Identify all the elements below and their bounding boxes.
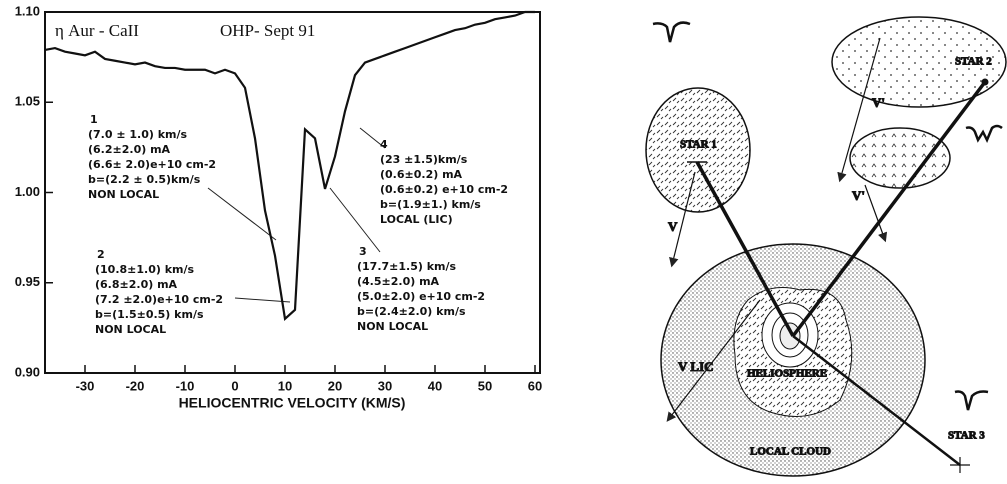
- chart-subtitle: OHP- Sept 91: [220, 21, 315, 40]
- annotation-line: (6.8±2.0) mA: [95, 278, 178, 291]
- region-label: LOCAL CLOUD: [750, 446, 831, 458]
- y-tick-label: 0.95: [15, 274, 40, 289]
- y-tick-label: 0.90: [15, 364, 40, 379]
- leader-lines: [207, 127, 386, 303]
- annotation-line: NON LOCAL: [357, 320, 428, 333]
- x-tick-label: 50: [478, 378, 492, 393]
- chart-title: η Aur - CaII: [55, 21, 139, 40]
- region-label: HELIOSPHERE: [747, 368, 827, 380]
- annotation-line: (6.6± 2.0)e+10 cm-2: [88, 158, 216, 171]
- annotation-line: (0.6±0.2) mA: [380, 168, 463, 181]
- annotation-line: b=(2.4±2.0) km/s: [357, 305, 466, 318]
- annotation-line: (17.7±1.5) km/s: [357, 260, 457, 273]
- spectrum-plot: η Aur - CaII OHP- Sept 91 HELIOCENTRIC V…: [15, 3, 543, 410]
- x-tick-label: 10: [278, 378, 292, 393]
- annotation-line: b=(1.9±1.) km/s: [380, 198, 481, 211]
- y-tick-label: 1.00: [15, 184, 40, 199]
- annotation-line: b=(2.2 ± 0.5)km/s: [88, 173, 201, 186]
- star-label: STAR 1: [680, 139, 717, 151]
- annotation-line: (0.6±0.2) e+10 cm-2: [380, 183, 508, 196]
- annotation-line: b=(1.5±0.5) km/s: [95, 308, 204, 321]
- spectrum-line: [44, 10, 535, 322]
- x-tick-label: 40: [428, 378, 442, 393]
- annotation-number: 2: [97, 248, 105, 261]
- star-label: STAR 2: [955, 56, 992, 68]
- diagram: STAR 1 STAR 2 STAR 3 V V' V' V LIC HELIO…: [645, 16, 1007, 477]
- annotation-line: (23 ±1.5)km/s: [380, 153, 468, 166]
- star-label: STAR 3: [948, 430, 985, 442]
- annotation-number: 1: [90, 113, 98, 126]
- annotation-line: (7.0 ± 1.0) km/s: [88, 128, 188, 141]
- x-tick-label: -30: [76, 378, 95, 393]
- x-tick-label: 20: [328, 378, 342, 393]
- x-tick-label: 60: [528, 378, 542, 393]
- y-tick-label: 1.10: [15, 3, 40, 18]
- annotation-line: LOCAL (LIC): [380, 213, 453, 226]
- velocity-label: V': [852, 188, 865, 203]
- annotation-number: 4: [380, 138, 388, 151]
- annotation-number: 3: [359, 245, 367, 258]
- annotation-line: (4.5±2.0) mA: [357, 275, 440, 288]
- annotation-line: (7.2 ±2.0)e+10 cm-2: [95, 293, 223, 306]
- x-tick-label: -10: [176, 378, 195, 393]
- annotation-line: (6.2±2.0) mA: [88, 143, 171, 156]
- velocity-label: V': [872, 95, 885, 110]
- y-tick-label: 1.05: [15, 94, 40, 109]
- annotation-line: NON LOCAL: [95, 323, 166, 336]
- x-tick-label: -20: [126, 378, 145, 393]
- velocity-label: V LIC: [678, 359, 714, 374]
- annotation-line: (10.8±1.0) km/s: [95, 263, 195, 276]
- velocity-label: V: [668, 219, 678, 234]
- annotation-line: NON LOCAL: [88, 188, 159, 201]
- x-tick-label: 0: [231, 378, 238, 393]
- annotation-line: (5.0±2.0) e+10 cm-2: [357, 290, 485, 303]
- x-tick-label: 30: [378, 378, 392, 393]
- x-axis-label: HELIOCENTRIC VELOCITY (KM/S): [179, 395, 406, 411]
